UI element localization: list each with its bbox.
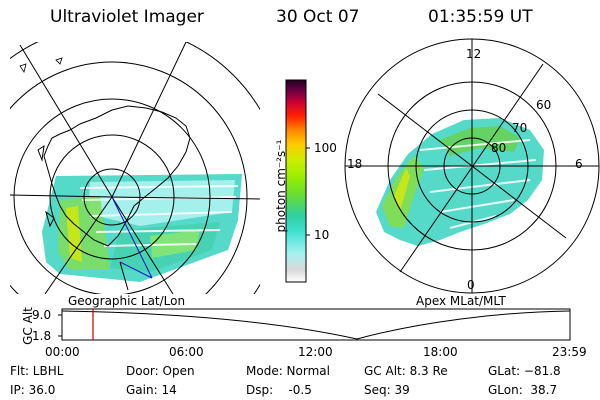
time-text: 01:35:59 UT [428,7,533,27]
altitude-timeline [58,308,571,341]
lat-label-80: 80 [491,141,507,155]
lat-label-60: 60 [536,98,552,112]
mlt-label-12: 12 [466,47,482,61]
timeline-xtick-0600: 06:00 [169,345,204,359]
mlt-label-18: 18 [347,157,363,171]
info-dsp: Dsp: -0.5 [246,383,312,397]
info-mode: Mode: Normal [246,364,330,378]
colorbar-tick-100: 100 [314,141,337,155]
right-panel-caption: Apex MLat/MLT [416,294,506,308]
info-gain: Gain: 14 [126,383,177,397]
mlt-label-0: 0 [467,278,475,292]
info-glat: GLat: −81.8 [488,364,561,378]
lat-circles [10,42,260,294]
lon-lines [10,42,260,294]
info-ip: IP: 36.0 [10,383,56,397]
date-text: 30 Oct 07 [276,7,360,27]
magnetic-map [344,38,600,294]
info-filter: Flt: LBHL [10,364,64,378]
timeline-xtick-1800: 18:00 [423,345,458,359]
geographic-map [10,42,260,294]
info-door: Door: Open [126,364,195,378]
mlt-label-6: 6 [575,157,583,171]
timeline-xtick-1200: 12:00 [298,345,333,359]
timeline-ytick-9: 9.0 [32,308,52,322]
timeline-xtick-0000: 00:00 [45,345,80,359]
left-panel-caption: Geographic Lat/Lon [68,294,186,308]
colorbar-unit-label: photon cm⁻²s⁻¹ [274,139,288,233]
colorbar [285,79,310,283]
colorbar-tick-10: 10 [314,228,330,242]
info-glon: GLon: 38.7 [488,383,558,397]
timeline-ytick-1-8: 1.8 [32,329,52,343]
info-seq: Seq: 39 [364,383,410,397]
info-gc-alt: GC Alt: 8.3 Re [364,364,448,378]
lat-label-70: 70 [512,121,528,135]
timeline-xtick-2359: 23:59 [552,345,587,359]
antarctica-coastline [43,105,191,247]
title-text: Ultraviolet Imager [50,7,204,27]
left-aurora-image [42,174,242,282]
